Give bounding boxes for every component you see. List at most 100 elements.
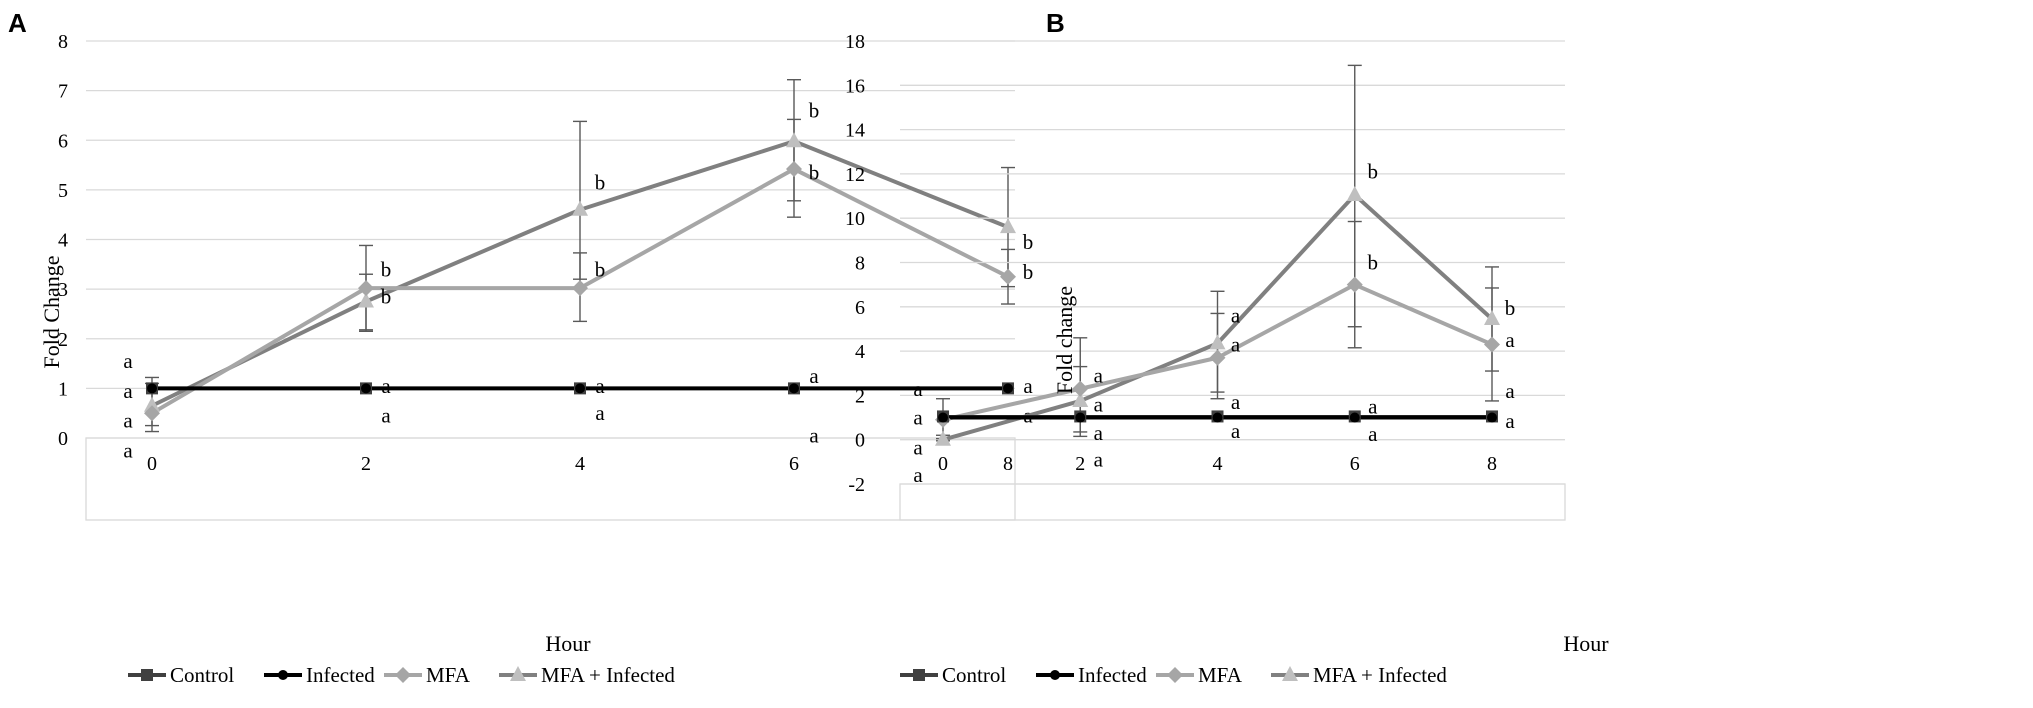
panel-a-x-tick-label: 6 <box>789 453 799 475</box>
panel-a-legend-label: Infected <box>306 663 375 687</box>
panel-b-significance-label: a <box>913 377 923 401</box>
panel-b-legend-marker <box>1167 667 1183 683</box>
panel-b-significance-label: a <box>1505 379 1515 403</box>
panel-a-y-tick-label: 0 <box>58 428 68 450</box>
panel-b-y-tick-label: 8 <box>855 253 865 275</box>
panel-b-significance-label: a <box>1231 332 1241 356</box>
panel-a-legend-marker <box>278 670 288 680</box>
panel-a-x-tick-label: 8 <box>1003 453 1013 475</box>
panel-a-point-mfa <box>786 161 802 178</box>
panel-a-significance-label: b <box>381 285 392 309</box>
panel-a-x-axis-title: Hour <box>545 631 591 656</box>
panel-a-significance-label: a <box>809 424 819 448</box>
panel-b-legend-label: Infected <box>1078 663 1147 687</box>
panel-b-y-tick-label: 18 <box>845 31 865 53</box>
panel-a-x-tick-label: 4 <box>575 453 585 475</box>
panel-b-x-tick-label: 4 <box>1213 453 1223 475</box>
panel-a-significance-label: a <box>595 374 605 398</box>
panel-a-point-mfa-infected <box>786 132 802 148</box>
panel-a-significance-label: b <box>809 98 820 122</box>
panel-b-point-mfa-infected <box>1346 185 1363 201</box>
panel-b-y-tick-label: 14 <box>845 120 865 142</box>
panel-a-y-axis-title: Fold Change <box>39 255 64 368</box>
panel-b-significance-label: a <box>1094 421 1104 445</box>
panel-b-y-tick-label: -2 <box>848 474 865 496</box>
panel-b-point-mfa <box>1346 276 1363 293</box>
panel-a-y-tick-label: 8 <box>58 31 68 53</box>
panel-a-point-infected <box>1003 383 1013 394</box>
panel-a-significance-label: b <box>1023 260 1034 284</box>
panel-a-point-mfa-infected <box>358 292 374 308</box>
panel-a-y-tick-label: 7 <box>58 81 68 103</box>
panel-a-point-mfa <box>358 280 374 297</box>
panel-b-y-tick-label: 2 <box>855 385 865 407</box>
panel-b-point-mfa-infected <box>935 430 951 446</box>
panel-a-y-tick-label: 1 <box>58 378 68 400</box>
panel-a-significance-label: b <box>381 257 392 281</box>
panel-a-y-tick-label: 3 <box>58 279 68 301</box>
panel-b-legend-marker <box>1282 666 1298 681</box>
panel-b-point-mfa <box>1484 336 1500 353</box>
panel-b-significance-label: a <box>1231 390 1241 414</box>
panel-a-significance-label: a <box>123 349 133 373</box>
panel-b-legend-label: MFA <box>1198 663 1243 687</box>
panel-a-plot-frame <box>85 437 1016 521</box>
panel-a-significance-label: a <box>1023 374 1033 398</box>
panel-a-significance-label: b <box>595 170 606 194</box>
panel-a-significance-label: b <box>809 161 820 185</box>
panel-a-significance-label: a <box>381 404 391 428</box>
panel-a-significance-label: a <box>123 379 133 403</box>
panel-a-point-infected <box>361 383 371 394</box>
panel-b-y-tick-label: 12 <box>845 164 865 186</box>
panel-a-point-mfa-infected <box>144 396 160 412</box>
panel-a-significance-label: a <box>595 401 605 425</box>
panel-b-significance-label: b <box>1368 160 1379 184</box>
panel-b-point-infected <box>1075 412 1086 423</box>
panel-b-y-tick-label: 10 <box>845 208 865 230</box>
panel-a-point-mfa <box>144 405 160 422</box>
panel-a-significance-label: a <box>123 438 133 462</box>
panel-b-point-mfa-infected <box>1209 334 1226 350</box>
panel-b-x-tick-label: 6 <box>1350 453 1360 475</box>
panel-b-significance-label: a <box>1094 448 1104 472</box>
panel-b-label: B <box>1046 8 1065 38</box>
panel-b-legend: Control Infected MFA MFA + Infected <box>900 663 1447 687</box>
panel-b-significance-label: a <box>913 406 923 430</box>
panel-a-x-tick-label: 2 <box>361 453 371 475</box>
panel-a-label: A <box>8 8 27 38</box>
panel-b-significance-label: b <box>1368 251 1379 275</box>
panel-a-significance-label: a <box>123 409 133 433</box>
panel-b-significance-label: a <box>1094 392 1104 416</box>
panel-a-point-mfa <box>1000 268 1016 285</box>
panel-b-legend-label: MFA + Infected <box>1313 663 1447 687</box>
panel-a-significance-label: b <box>1023 230 1034 254</box>
panel-b-significance-label: b <box>1505 296 1516 320</box>
panel-b-significance-label: a <box>1505 409 1515 433</box>
panel-b-significance-label: a <box>913 463 923 487</box>
panel-a-y-tick-label: 2 <box>58 329 68 351</box>
panel-b-significance-label: a <box>913 435 923 459</box>
panel-b-x-tick-label: 0 <box>938 453 948 475</box>
panel-b-plot-frame <box>899 483 1566 521</box>
panel-b-legend-marker <box>1050 670 1060 680</box>
panel-b-y-tick-label: 0 <box>855 430 865 452</box>
panel-a-point-mfa-infected <box>1000 218 1016 234</box>
panel-a-legend-marker <box>141 669 153 681</box>
panel-a-significance-label: a <box>809 364 819 388</box>
panel-b-x-tick-label: 2 <box>1075 453 1085 475</box>
panel-b-significance-label: a <box>1094 363 1104 387</box>
panel-b-significance-label: a <box>1231 304 1241 328</box>
panel-a-significance-label: a <box>381 374 391 398</box>
panel-a-y-tick-label: 6 <box>58 130 68 152</box>
panel-a-x-tick-label: 0 <box>147 453 157 475</box>
panel-b-significance-label: a <box>1505 328 1515 352</box>
panel-a-legend-label: MFA <box>426 663 471 687</box>
panel-a-significance-label: b <box>595 257 606 281</box>
panel-a-point-mfa <box>572 280 588 297</box>
panel-b-significance-label: a <box>1368 422 1378 446</box>
panel-b-point-infected <box>938 412 948 423</box>
panel-b-point-mfa <box>1209 349 1226 366</box>
panel-b-point-mfa <box>1072 380 1089 397</box>
